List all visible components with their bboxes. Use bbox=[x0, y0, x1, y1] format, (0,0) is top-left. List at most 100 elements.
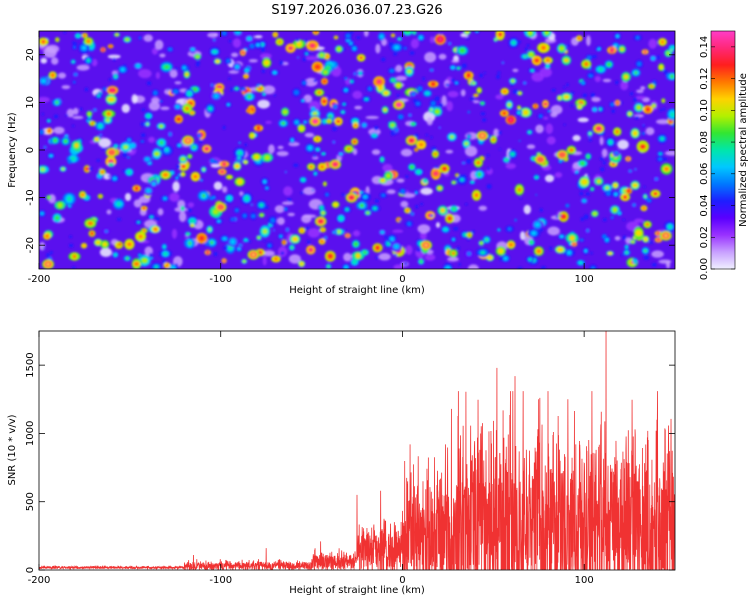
heatmap-cell bbox=[69, 235, 73, 238]
heatmap-cell bbox=[146, 188, 151, 193]
heatmap-cell bbox=[310, 43, 315, 48]
heatmap-cell bbox=[651, 250, 664, 258]
heatmap-cell bbox=[671, 124, 675, 127]
heatmap-cell bbox=[302, 81, 307, 85]
heatmap-cell bbox=[163, 252, 168, 256]
heatmap-cell bbox=[486, 184, 492, 189]
heatmap-cell bbox=[250, 134, 254, 138]
heatmap-cell bbox=[634, 218, 644, 223]
heatmap-cell bbox=[354, 124, 357, 127]
heatmap-cell bbox=[627, 189, 631, 193]
heatmap-cell bbox=[517, 188, 522, 192]
heatmap-cell bbox=[380, 231, 385, 234]
heatmap-cell bbox=[499, 148, 501, 151]
heatmap-cell bbox=[617, 139, 629, 150]
heatmap-cell bbox=[517, 266, 523, 269]
heatmap-cell bbox=[437, 186, 442, 190]
heatmap-x-tick-label: 0 bbox=[399, 274, 405, 285]
heatmap-cell bbox=[382, 163, 393, 172]
heatmap-cell bbox=[297, 42, 301, 47]
heatmap-cell bbox=[656, 238, 660, 241]
heatmap-cell bbox=[479, 73, 484, 78]
heatmap-cell bbox=[375, 43, 381, 54]
heatmap-cell bbox=[238, 142, 241, 144]
heatmap-cell bbox=[160, 141, 163, 145]
snr-frame bbox=[38, 330, 676, 571]
heatmap-cell bbox=[98, 124, 103, 128]
heatmap-cell bbox=[290, 246, 294, 250]
heatmap-cell bbox=[592, 212, 597, 216]
heatmap-cell bbox=[567, 250, 572, 255]
heatmap-cell bbox=[197, 134, 201, 138]
heatmap-cell bbox=[344, 229, 347, 232]
heatmap-cell bbox=[667, 52, 670, 55]
heatmap-cell bbox=[540, 266, 546, 269]
heatmap-cell bbox=[296, 38, 300, 42]
heatmap-cell bbox=[530, 241, 533, 244]
heatmap-cell bbox=[120, 67, 125, 72]
heatmap-cell bbox=[405, 175, 409, 178]
heatmap-x-tick-label: -200 bbox=[28, 274, 51, 285]
heatmap-cell bbox=[580, 161, 585, 166]
heatmap-cell bbox=[634, 116, 640, 120]
heatmap-cell bbox=[327, 120, 331, 123]
heatmap-cell bbox=[273, 229, 275, 232]
heatmap-cell bbox=[588, 135, 591, 138]
heatmap-cell bbox=[411, 91, 416, 97]
heatmap-cell bbox=[114, 75, 117, 78]
heatmap-cell bbox=[226, 103, 230, 107]
heatmap-cell bbox=[121, 103, 130, 113]
heatmap-cell bbox=[346, 234, 350, 238]
heatmap-cell bbox=[109, 88, 115, 93]
heatmap-cell bbox=[322, 152, 325, 156]
heatmap-cell bbox=[628, 112, 631, 115]
heatmap-cell bbox=[314, 31, 318, 34]
heatmap-x-tick-label: -100 bbox=[209, 274, 232, 285]
snr-x-axis-label: Height of straight line (km) bbox=[289, 585, 425, 596]
heatmap-cell bbox=[86, 39, 91, 44]
heatmap-cell bbox=[644, 255, 650, 260]
heatmap-cell bbox=[353, 72, 357, 76]
heatmap-cell bbox=[230, 87, 234, 92]
heatmap-cell bbox=[91, 58, 98, 67]
heatmap-cells bbox=[39, 31, 675, 269]
heatmap-cell bbox=[636, 35, 640, 40]
heatmap-cell bbox=[364, 97, 368, 101]
heatmap-cell bbox=[165, 148, 169, 151]
heatmap-cell bbox=[314, 172, 317, 175]
heatmap-cell bbox=[529, 52, 534, 57]
colorbar-tick-label: 0.14 bbox=[699, 36, 710, 58]
heatmap-cell bbox=[300, 229, 304, 232]
heatmap-cell bbox=[523, 204, 531, 215]
heatmap-cell bbox=[247, 94, 252, 99]
heatmap-cell bbox=[471, 230, 475, 234]
heatmap-cell bbox=[45, 234, 49, 238]
heatmap-cell bbox=[405, 209, 410, 212]
heatmap-cell bbox=[229, 61, 233, 64]
heatmap-cell bbox=[469, 97, 475, 101]
heatmap-cell bbox=[668, 224, 672, 229]
heatmap-cell bbox=[40, 212, 44, 215]
heatmap-cell bbox=[235, 208, 239, 212]
heatmap-cell bbox=[345, 208, 349, 211]
heatmap-cell bbox=[545, 31, 549, 35]
heatmap-cell bbox=[368, 86, 372, 91]
snr-series-line bbox=[39, 331, 675, 570]
heatmap-cell bbox=[319, 206, 324, 210]
heatmap-cell bbox=[464, 142, 469, 146]
heatmap-cell bbox=[373, 206, 377, 210]
heatmap-cell bbox=[343, 252, 352, 262]
snr-y-axis-label: SNR (10 * v/v) bbox=[7, 414, 18, 485]
heatmap-cell bbox=[309, 165, 313, 169]
heatmap-cell bbox=[395, 75, 407, 81]
heatmap-cell bbox=[258, 87, 263, 91]
heatmap-cell bbox=[248, 240, 252, 243]
heatmap-cell bbox=[583, 214, 589, 220]
heatmap-cell bbox=[103, 87, 106, 91]
heatmap-cell bbox=[247, 109, 250, 112]
heatmap-cell bbox=[410, 38, 419, 49]
heatmap-cell bbox=[381, 179, 385, 182]
heatmap-cell bbox=[40, 167, 45, 172]
heatmap-cell bbox=[646, 198, 652, 203]
heatmap-cell bbox=[109, 45, 112, 48]
